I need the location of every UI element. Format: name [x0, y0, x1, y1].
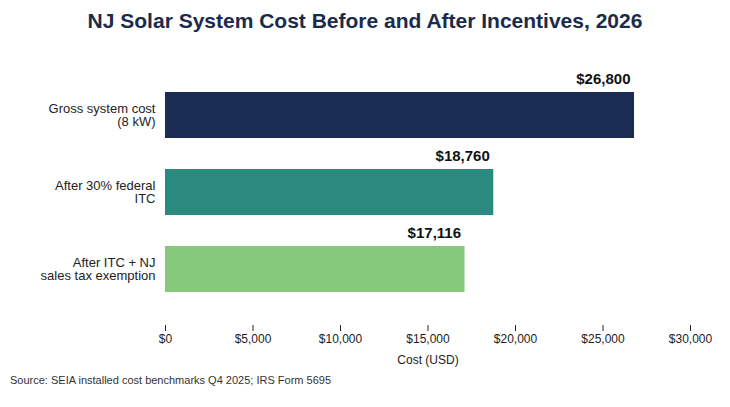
svg-text:$30,000: $30,000: [669, 332, 713, 346]
svg-text:After ITC + NJsales tax exempt: After ITC + NJsales tax exemption: [41, 255, 156, 283]
svg-text:After 30% federalITC: After 30% federalITC: [55, 178, 156, 206]
html-text:NJ Solar System Cost Before an: NJ Solar System Cost Before and After In…: [87, 9, 643, 32]
svg-text:$25,000: $25,000: [581, 332, 625, 346]
svg-text:$10,000: $10,000: [319, 332, 363, 346]
svg-text:$18,760: $18,760: [436, 147, 490, 164]
svg-text:$26,800: $26,800: [576, 70, 630, 87]
html-text:Source: SEIA installed cost be: Source: SEIA installed cost benchmarks Q…: [10, 374, 331, 386]
svg-text:$5,000: $5,000: [235, 332, 272, 346]
svg-text:$0: $0: [159, 332, 173, 346]
svg-text:$15,000: $15,000: [406, 332, 450, 346]
svg-text:Cost (USD): Cost (USD): [397, 353, 458, 367]
svg-text:Gross system cost(8 kW): Gross system cost(8 kW): [49, 101, 156, 129]
svg-text:$17,116: $17,116: [408, 224, 461, 241]
svg-text:$20,000: $20,000: [494, 332, 538, 346]
